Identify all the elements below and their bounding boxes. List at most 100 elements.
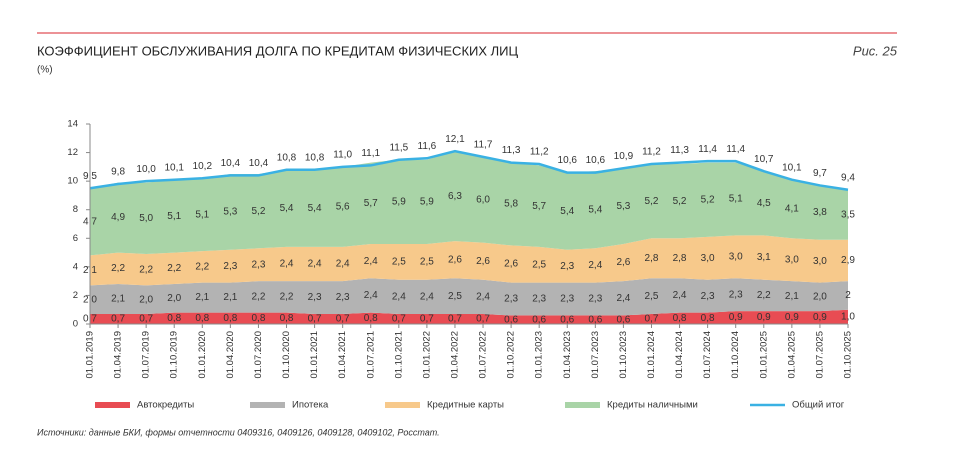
legend-label: Кредиты наличными bbox=[607, 400, 698, 411]
x-tick-label: 01.07.2023 bbox=[590, 331, 601, 379]
segment-label: 5,8 bbox=[504, 199, 518, 210]
legend-label: Автокредиты bbox=[137, 400, 194, 411]
total-label: 9,4 bbox=[841, 172, 855, 183]
segment-label: 2,5 bbox=[420, 256, 434, 267]
segment-label: 2,1 bbox=[785, 291, 799, 302]
chart-subtitle: (%) bbox=[37, 65, 53, 76]
segment-label: 2,6 bbox=[616, 257, 630, 268]
total-label: 11,1 bbox=[361, 148, 380, 159]
segment-label: 5,7 bbox=[532, 201, 546, 212]
segment-label: 5,2 bbox=[701, 194, 715, 205]
segment-label: 2,5 bbox=[392, 256, 406, 267]
segment-label: 2,5 bbox=[448, 291, 462, 302]
total-label: 10,9 bbox=[614, 151, 634, 162]
segment-label: 5,0 bbox=[139, 213, 153, 224]
segment-label: 0,6 bbox=[616, 314, 630, 325]
segment-label: 0,8 bbox=[280, 313, 294, 324]
total-label: 10,6 bbox=[586, 155, 606, 166]
chart-title: КОЭФФИЦИЕНТ ОБСЛУЖИВАНИЯ ДОЛГА ПО КРЕДИТ… bbox=[37, 43, 519, 58]
segment-label: 2,0 bbox=[139, 294, 153, 305]
segment-label: 2,3 bbox=[729, 289, 743, 300]
y-tick-label: 10 bbox=[67, 176, 78, 187]
segment-label: 2,2 bbox=[195, 261, 209, 272]
segment-label: 2,3 bbox=[223, 261, 237, 272]
segment-label: 0,8 bbox=[251, 313, 265, 324]
segment-label: 5,4 bbox=[280, 203, 294, 214]
x-tick-label: 01.04.2019 bbox=[113, 331, 124, 379]
segment-label: 0,6 bbox=[532, 314, 546, 325]
segment-label: 0,7 bbox=[448, 314, 462, 325]
x-tick-label: 01.04.2020 bbox=[225, 331, 236, 379]
x-tick-label: 01.07.2024 bbox=[702, 331, 713, 379]
segment-label: 0,7 bbox=[139, 314, 153, 325]
x-tick-label: 01.07.2025 bbox=[814, 331, 825, 379]
total-label: 10,1 bbox=[164, 162, 184, 173]
legend-swatch bbox=[95, 402, 130, 408]
segment-label: 5,6 bbox=[336, 201, 350, 212]
segment-label: 2,4 bbox=[336, 259, 350, 270]
total-label: 10,4 bbox=[249, 158, 269, 169]
x-tick-label: 01.10.2019 bbox=[169, 331, 180, 379]
x-tick-label: 01.04.2021 bbox=[337, 331, 348, 379]
total-label: 11,4 bbox=[698, 144, 717, 155]
figure-label: Рис. 25 bbox=[853, 43, 898, 58]
segment-label: 0,7 bbox=[420, 314, 434, 325]
segment-label: 6,3 bbox=[448, 191, 462, 202]
segment-label: 2,8 bbox=[645, 253, 659, 264]
segment-label: 0,9 bbox=[813, 312, 827, 323]
segment-label: 2,3 bbox=[560, 294, 574, 305]
segment-label: 2,4 bbox=[364, 256, 378, 267]
segment-label: 0,7 bbox=[392, 314, 406, 325]
segment-label: 4,9 bbox=[111, 212, 125, 223]
segment-label: 0,8 bbox=[167, 313, 181, 324]
segment-label: 2,0 bbox=[167, 293, 181, 304]
y-tick-label: 4 bbox=[73, 261, 78, 272]
segment-label: 0,9 bbox=[757, 312, 771, 323]
segment-label: 2,1 bbox=[195, 292, 209, 303]
segment-label: 3,8 bbox=[813, 207, 827, 218]
total-label: 9,8 bbox=[111, 167, 125, 178]
total-label: 10,0 bbox=[136, 164, 156, 175]
segment-label: 2,4 bbox=[616, 293, 630, 304]
total-label: 10,8 bbox=[277, 152, 297, 163]
segment-label: 2,4 bbox=[308, 259, 322, 270]
total-label: 11,4 bbox=[726, 144, 745, 155]
segment-label: 2,4 bbox=[420, 291, 434, 302]
segment-label: 0,8 bbox=[701, 313, 715, 324]
x-tick-label: 01.04.2025 bbox=[786, 331, 797, 379]
x-tick-label: 01.01.2022 bbox=[421, 331, 432, 379]
total-label: 11,2 bbox=[530, 147, 549, 158]
segment-label: 2,4 bbox=[476, 291, 490, 302]
total-label: 9,7 bbox=[813, 168, 827, 179]
legend-swatch bbox=[565, 402, 600, 408]
area bbox=[90, 235, 848, 286]
segment-label: 2,3 bbox=[336, 292, 350, 303]
segment-label: 6,0 bbox=[476, 194, 490, 205]
segment-label: 0,8 bbox=[673, 313, 687, 324]
segment-label: 2,3 bbox=[588, 294, 602, 305]
segment-label: 0,7 bbox=[308, 314, 322, 325]
x-tick-label: 01.04.2023 bbox=[562, 331, 573, 379]
total-label: 10,6 bbox=[558, 155, 578, 166]
y-tick-label: 8 bbox=[73, 204, 78, 215]
x-tick-label: 01.10.2025 bbox=[843, 331, 854, 379]
segment-label: 5,9 bbox=[392, 196, 406, 207]
x-tick-label: 01.07.2022 bbox=[478, 331, 489, 379]
segment-label: 0,8 bbox=[364, 313, 378, 324]
segment-label: 2,6 bbox=[476, 256, 490, 267]
segment-label: 0,8 bbox=[195, 313, 209, 324]
total-label: 11,3 bbox=[502, 145, 521, 156]
total-label: 10,7 bbox=[754, 154, 774, 165]
segment-label: 1,0 bbox=[841, 311, 855, 322]
segment-label: 0,9 bbox=[729, 312, 743, 323]
x-tick-label: 01.07.2021 bbox=[365, 331, 376, 379]
segment-label: 2,1 bbox=[111, 294, 125, 305]
segment-label: 5,4 bbox=[560, 206, 574, 217]
segment-label: 2,2 bbox=[251, 291, 265, 302]
segment-label: 5,2 bbox=[673, 196, 687, 207]
segment-label: 5,3 bbox=[223, 206, 237, 217]
legend-swatch bbox=[385, 402, 420, 408]
legend-label: Ипотека bbox=[292, 400, 329, 411]
segment-label: 0,7 bbox=[111, 314, 125, 325]
segment-label: 5,4 bbox=[308, 203, 322, 214]
